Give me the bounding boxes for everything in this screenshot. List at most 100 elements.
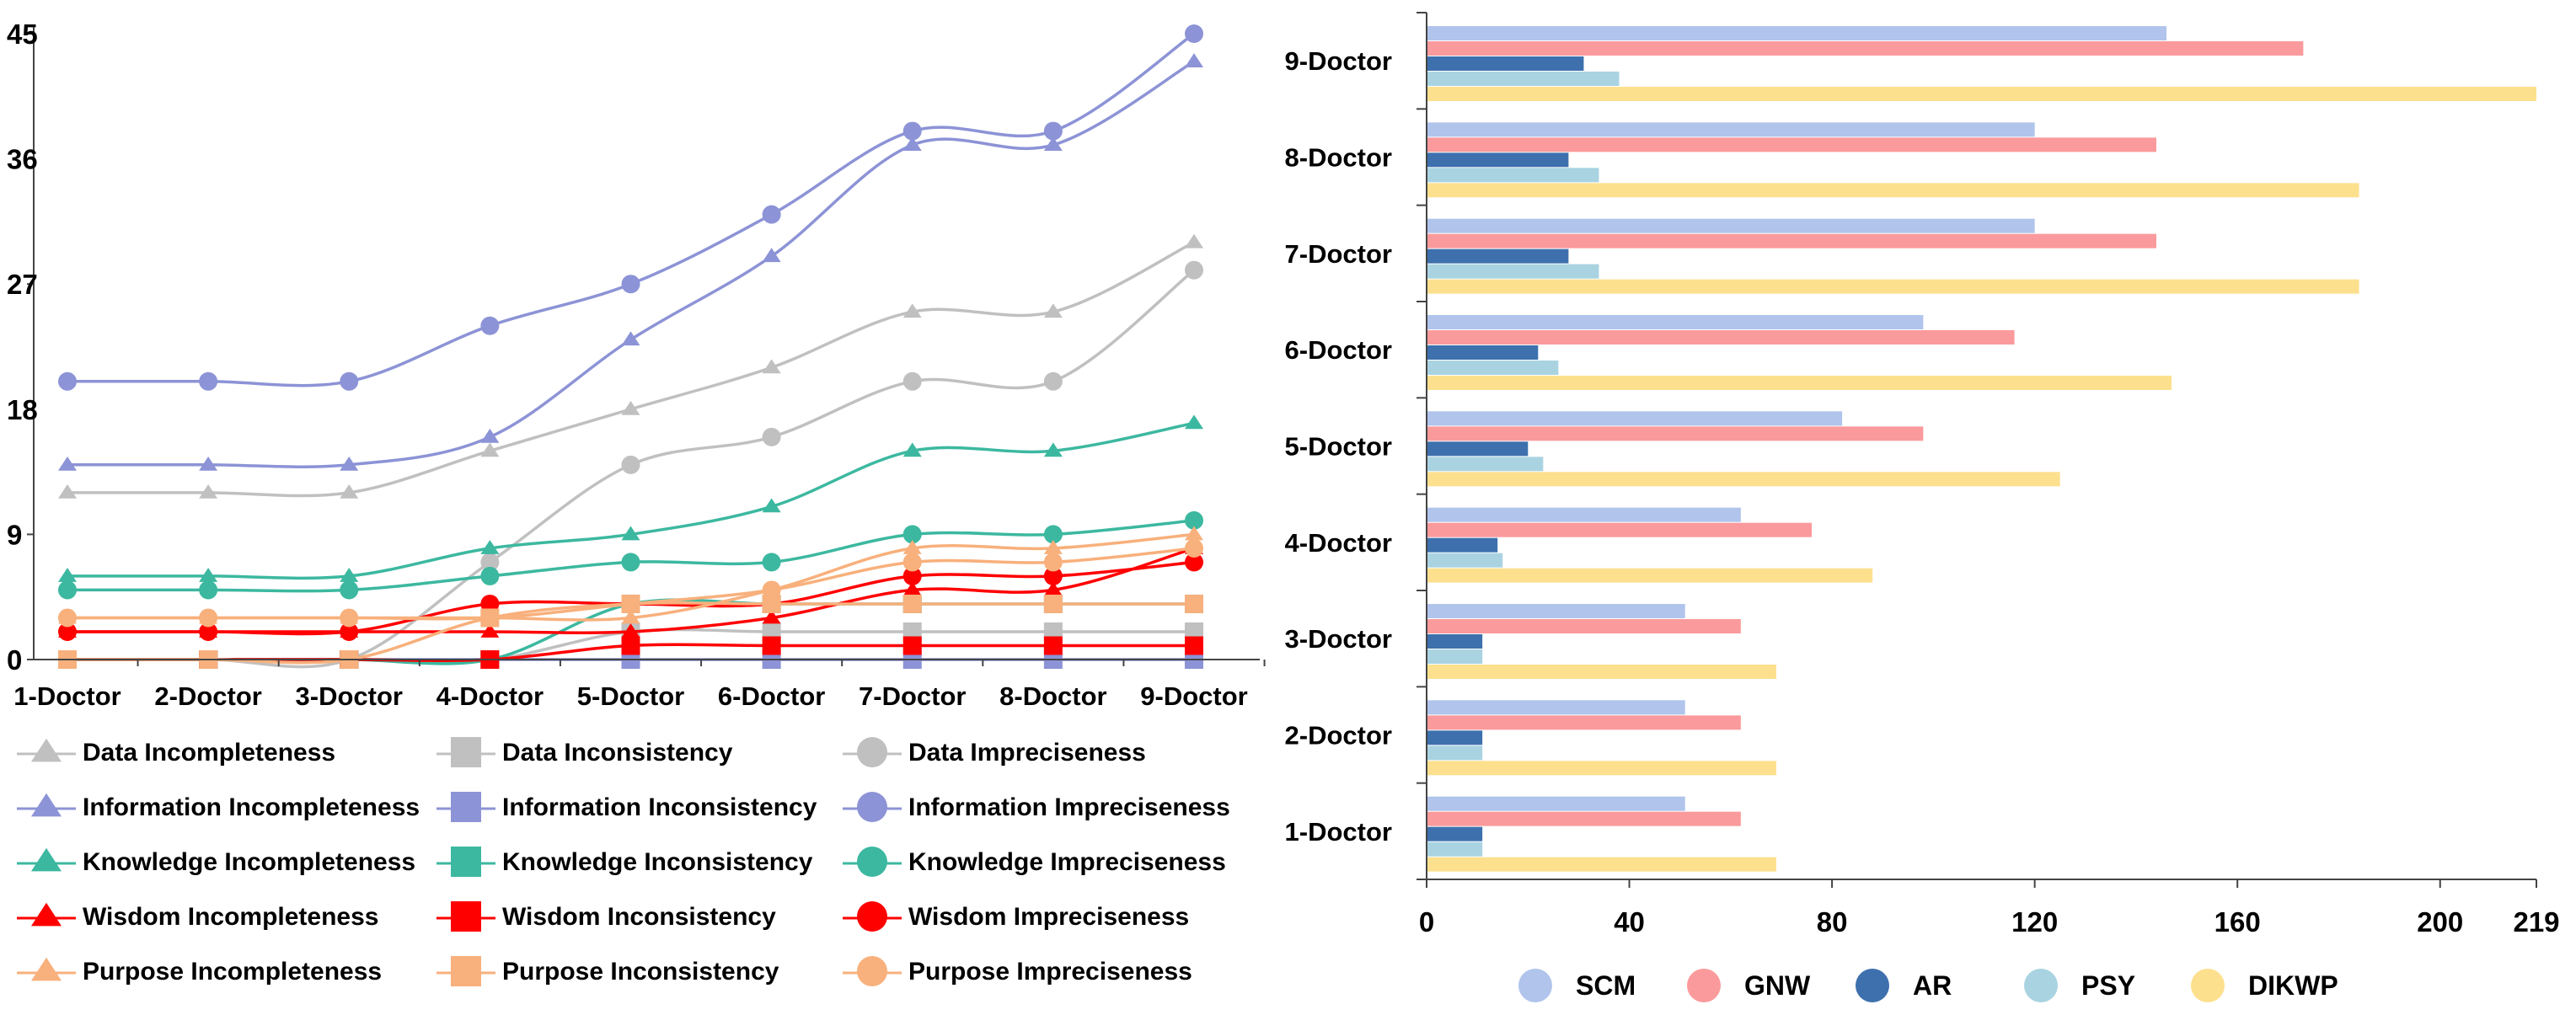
- data-point: [762, 636, 781, 655]
- bar-psy: [1427, 72, 1620, 86]
- legend-item-data-inconsistency: Data Inconsistency: [436, 737, 733, 767]
- legend-swatch-marker: [31, 738, 62, 762]
- bar-dikwp: [1427, 761, 1776, 776]
- data-point: [1043, 594, 1063, 613]
- x-tick-label: 2-Doctor: [154, 681, 261, 711]
- legend-item-information-impreciseness: Information Impreciseness: [843, 792, 1230, 822]
- data-point: [621, 331, 640, 346]
- data-point: [1185, 594, 1203, 613]
- data-point: [621, 623, 640, 638]
- data-point: [480, 442, 500, 457]
- legend-item-purpose-inconsistency: Purpose Inconsistency: [436, 956, 779, 986]
- data-point: [902, 303, 922, 318]
- data-point: [902, 553, 922, 572]
- bar-psy: [1427, 553, 1503, 568]
- bar-dikwp: [1427, 376, 2172, 390]
- legend-swatch-marker: [857, 792, 887, 822]
- bar-psy: [1427, 361, 1559, 375]
- legend-item-wisdom-inconsistency: Wisdom Inconsistency: [436, 901, 776, 932]
- y-tick-label: 1-Doctor: [1285, 817, 1392, 847]
- data-point: [1185, 636, 1203, 655]
- bar-ar: [1427, 152, 1569, 168]
- y-tick-label: 0: [7, 644, 22, 676]
- legend-label: Information Incompleteness: [83, 793, 420, 821]
- data-point: [902, 566, 922, 585]
- bar-gnw: [1427, 330, 2015, 345]
- legend-item-ar: AR: [1856, 969, 1952, 1002]
- legend-label: Purpose Impreciseness: [908, 958, 1192, 986]
- bar-psy: [1427, 745, 1483, 761]
- data-point: [1043, 622, 1063, 641]
- line-chart-series-layer: [58, 24, 1203, 669]
- data-point: [902, 581, 922, 596]
- data-point: [621, 553, 640, 572]
- bar-gnw: [1427, 41, 2304, 56]
- bar-gnw: [1427, 233, 2156, 248]
- legend-item-knowledge-inconsistency: Knowledge Inconsistency: [436, 847, 813, 877]
- legend-item-knowledge-incompleteness: Knowledge Incompleteness: [17, 847, 415, 876]
- bar-group-4-doctor: [1427, 507, 1873, 583]
- bar-psy: [1427, 649, 1483, 664]
- x-tick-label: 160: [2215, 906, 2261, 938]
- data-point: [902, 136, 922, 152]
- data-point: [902, 442, 922, 457]
- legend-label: Knowledge Incompleteness: [83, 848, 415, 876]
- data-point: [762, 427, 781, 446]
- data-point: [621, 609, 640, 624]
- legend-swatch-marker: [857, 956, 887, 986]
- data-point: [58, 608, 77, 628]
- x-tick-label: 4-Doctor: [436, 681, 544, 711]
- data-point: [1043, 540, 1063, 554]
- data-point: [902, 525, 922, 544]
- bar-group-9-doctor: [1427, 26, 2536, 101]
- bar-group-5-doctor: [1427, 411, 2060, 487]
- data-point: [480, 316, 500, 335]
- legend-item-information-inconsistency: Information Inconsistency: [436, 792, 817, 822]
- x-tick-label: 120: [2011, 906, 2058, 938]
- bar-scm: [1427, 604, 1685, 618]
- data-point: [480, 608, 500, 628]
- data-point: [1185, 233, 1203, 248]
- data-point: [340, 456, 359, 471]
- bar-group-2-doctor: [1427, 700, 1776, 776]
- x-tick-label: 1-Doctor: [13, 681, 120, 711]
- bar-dikwp: [1427, 857, 1776, 872]
- x-tick-label: 200: [2417, 906, 2463, 938]
- data-point: [902, 622, 922, 641]
- y-tick-label: 4-Doctor: [1285, 528, 1392, 558]
- legend-label: Knowledge Inconsistency: [502, 848, 813, 876]
- x-tick-label: 8-Doctor: [999, 681, 1106, 711]
- data-point: [58, 622, 77, 641]
- bar-ar: [1427, 730, 1483, 745]
- x-tick-label: 6-Doctor: [718, 681, 825, 711]
- data-point: [58, 580, 77, 600]
- series-line: [67, 421, 1195, 580]
- legend-swatch-marker: [31, 847, 62, 872]
- data-point: [1043, 121, 1063, 141]
- data-point: [1185, 526, 1203, 541]
- data-point: [902, 121, 922, 141]
- x-tick-label: 3-Doctor: [296, 681, 403, 711]
- data-point: [1185, 414, 1203, 430]
- bar-scm: [1427, 26, 2166, 40]
- legend-swatch-marker: [31, 793, 62, 817]
- y-tick-label: 8-Doctor: [1285, 143, 1392, 173]
- data-point: [902, 636, 922, 655]
- y-tick-label: 2-Doctor: [1285, 721, 1392, 751]
- bar-chart-bars-layer: [1427, 26, 2536, 872]
- data-point: [902, 371, 922, 391]
- data-point: [762, 205, 781, 224]
- bar-group-7-doctor: [1427, 218, 2359, 294]
- legend-swatch: [2191, 969, 2225, 1002]
- y-tick-label: 3-Doctor: [1285, 624, 1392, 654]
- legend-swatch-marker: [31, 902, 62, 927]
- data-point: [58, 371, 77, 391]
- bar-ar: [1427, 634, 1483, 649]
- bar-scm: [1427, 507, 1741, 522]
- legend-swatch-marker: [31, 957, 62, 981]
- y-tick-label: 27: [7, 269, 38, 300]
- legend-item-data-impreciseness: Data Impreciseness: [843, 737, 1146, 767]
- legend-label: Knowledge Impreciseness: [908, 848, 1226, 876]
- x-tick-label: 219: [2513, 906, 2559, 938]
